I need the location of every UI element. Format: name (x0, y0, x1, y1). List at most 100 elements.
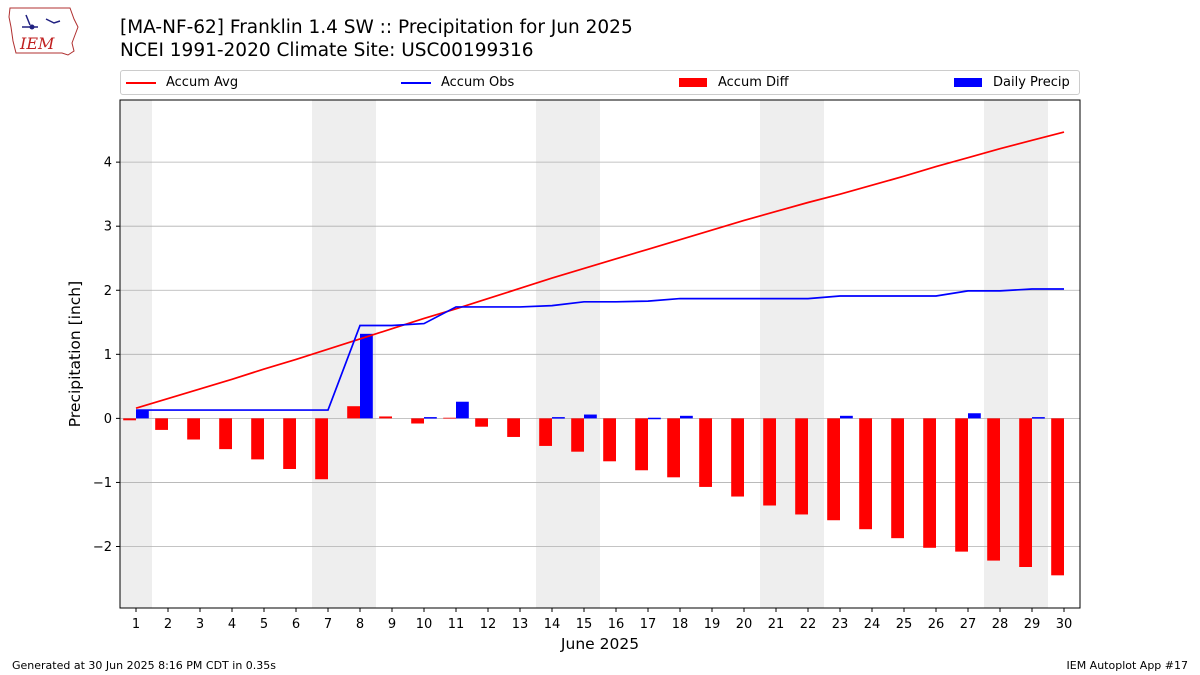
x-tick-label: 17 (640, 617, 657, 632)
accum-diff-bar (731, 418, 744, 497)
generated-timestamp: Generated at 30 Jun 2025 8:16 PM CDT in … (12, 659, 277, 672)
x-tick-label: 16 (608, 617, 625, 632)
daily-precip-bar (840, 415, 853, 419)
daily-precip-bar (968, 413, 981, 419)
x-tick-label: 23 (832, 617, 849, 632)
chart-title: [MA-NF-62] Franklin 1.4 SW :: Precipitat… (120, 17, 633, 38)
daily-precip-bar (456, 401, 469, 419)
legend-label-accum-obs: Accum Obs (441, 75, 515, 90)
accum-obs-line (136, 288, 1064, 411)
accum-diff-bar (795, 418, 808, 515)
legend-label-accum-avg: Accum Avg (166, 75, 239, 90)
logo-text: IEM (19, 34, 55, 53)
accum-diff-bar (251, 418, 264, 460)
y-tick-label: 0 (104, 412, 112, 427)
legend-swatch-accum-diff (679, 78, 707, 87)
accum-diff-bar (379, 416, 392, 419)
x-tick-label: 19 (704, 617, 721, 632)
accum-diff-bar (315, 418, 328, 480)
accum-diff-bar (411, 418, 424, 424)
daily-precip-bar (552, 417, 565, 419)
x-tick-label: 11 (448, 617, 465, 632)
accum-diff-bar (1019, 418, 1032, 568)
x-tick-label: 9 (388, 617, 396, 632)
accum-diff-bar (155, 418, 168, 430)
daily-precip-bar (648, 417, 661, 420)
daily-precip-bar (1032, 417, 1045, 419)
accum-diff-bar (635, 418, 648, 471)
y-tick-label: 4 (104, 156, 112, 171)
accum-diff-bar (571, 418, 584, 452)
x-tick-label: 6 (292, 617, 300, 632)
x-tick-label: 21 (768, 617, 785, 632)
x-tick-label: 15 (576, 617, 593, 632)
accum-diff-bar (955, 418, 968, 552)
y-tick-label: 1 (104, 348, 112, 363)
legend-swatch-accum-avg (126, 81, 156, 84)
accum-diff-bar (827, 418, 840, 521)
accum-diff-bar (763, 418, 776, 506)
accum-diff-bar (123, 418, 136, 421)
x-tick-label: 2 (164, 617, 172, 632)
accum-avg-line (135, 131, 1065, 409)
accum-diff-bar (443, 417, 456, 419)
y-tick-label: −1 (93, 476, 112, 491)
accum-diff-bar (923, 418, 936, 548)
x-tick-label: 29 (1024, 617, 1041, 632)
accum-diff-bar (1051, 418, 1064, 576)
accum-diff-bar (891, 418, 904, 539)
x-tick-label: 27 (960, 617, 977, 632)
x-tick-label: 28 (992, 617, 1009, 632)
x-tick-label: 12 (480, 617, 497, 632)
y-tick-label: −2 (93, 540, 112, 555)
accum-diff-bar (603, 418, 616, 462)
legend-swatch-daily-precip (954, 78, 982, 87)
iem-logo: IEM (8, 7, 79, 56)
x-tick-label: 30 (1056, 617, 1073, 632)
accum-diff-bar (859, 418, 872, 530)
accum-diff-bar (347, 406, 360, 419)
accum-diff-bar (987, 418, 1000, 561)
legend-item-accum-diff: Accum Diff (679, 71, 789, 94)
legend-label-accum-diff: Accum Diff (718, 75, 789, 90)
legend-item-daily-precip: Daily Precip (954, 71, 1070, 94)
accum-diff-bar (187, 418, 200, 440)
accum-diff-bar (507, 418, 520, 437)
x-tick-label: 8 (356, 617, 364, 632)
legend: Accum Avg Accum Obs Accum Diff Daily Pre… (120, 70, 1080, 95)
accum-diff-bar (475, 418, 488, 427)
accum-diff-bar (539, 418, 552, 446)
legend-item-accum-obs: Accum Obs (401, 71, 514, 94)
x-tick-label: 18 (672, 617, 689, 632)
daily-precip-bar (360, 333, 373, 419)
x-tick-label: 13 (512, 617, 529, 632)
legend-swatch-accum-obs (401, 81, 431, 84)
x-tick-label: 1 (132, 617, 140, 632)
accum-diff-bar (283, 418, 296, 469)
x-tick-label: 14 (544, 617, 561, 632)
y-axis-label: Precipitation [inch] (66, 281, 84, 427)
x-tick-label: 5 (260, 617, 268, 632)
x-tick-label: 25 (896, 617, 913, 632)
x-tick-label: 7 (324, 617, 332, 632)
legend-label-daily-precip: Daily Precip (993, 75, 1070, 90)
x-tick-label: 24 (864, 617, 881, 632)
app-credit: IEM Autoplot App #17 (1066, 659, 1189, 672)
x-tick-label: 20 (736, 617, 753, 632)
x-tick-label: 4 (228, 617, 236, 632)
accum-diff-bar (699, 418, 712, 487)
daily-precip-bar (584, 414, 597, 419)
legend-item-accum-avg: Accum Avg (126, 71, 238, 94)
daily-precip-bar (136, 410, 149, 419)
iowa-state-outline (8, 7, 79, 56)
x-tick-label: 22 (800, 617, 817, 632)
accum-diff-bar (219, 418, 232, 450)
x-tick-label: 10 (416, 617, 433, 632)
chart-subtitle: NCEI 1991-2020 Climate Site: USC00199316 (120, 40, 534, 61)
y-tick-label: 2 (104, 284, 112, 299)
daily-precip-bar (424, 417, 437, 419)
y-tick-label: 3 (104, 220, 112, 235)
x-axis-label: June 2025 (560, 635, 639, 653)
x-tick-label: 3 (196, 617, 204, 632)
